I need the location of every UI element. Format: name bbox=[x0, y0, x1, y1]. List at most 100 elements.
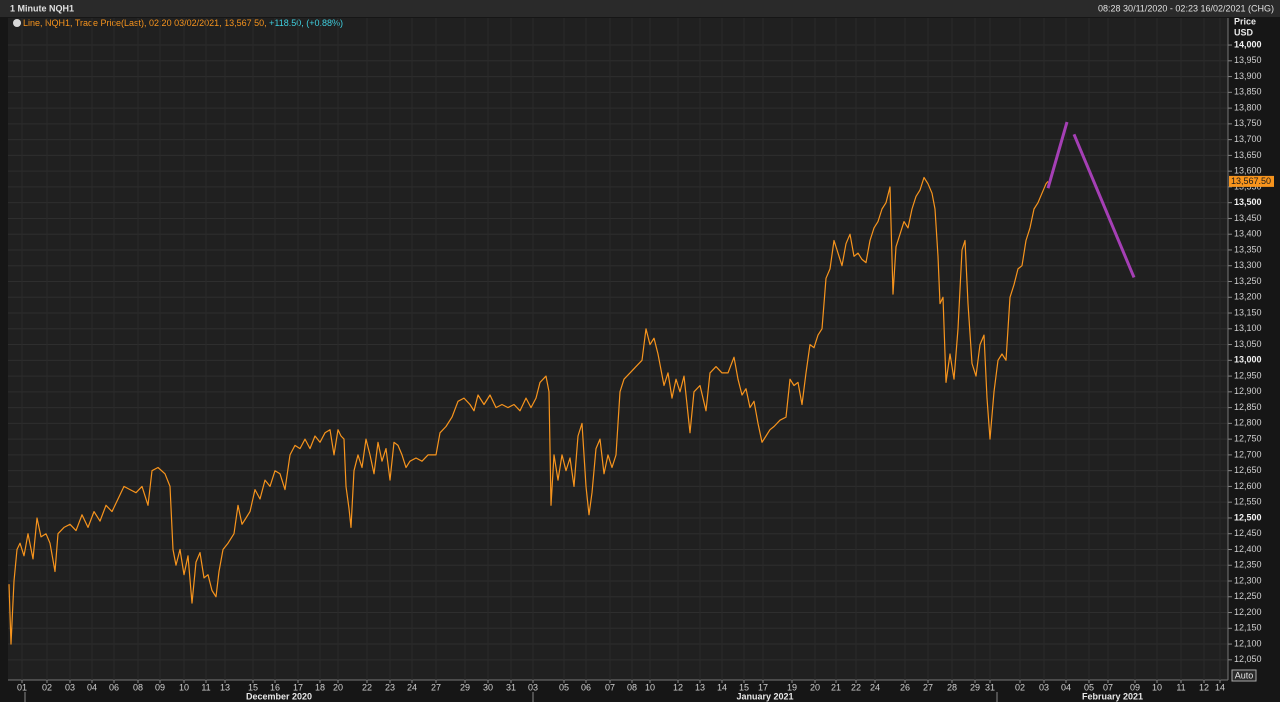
x-tick-label: 07 bbox=[605, 682, 615, 692]
x-tick-label: 11 bbox=[201, 682, 210, 692]
legend-entry: Line, NQH1, Trade Price(Last), 02:20 03/… bbox=[23, 18, 343, 28]
x-tick-label: 29 bbox=[970, 682, 980, 692]
y-tick-label: 13,800 bbox=[1234, 102, 1262, 112]
month-label: January 2021 bbox=[736, 691, 793, 701]
x-tick-label: 26 bbox=[900, 682, 910, 692]
x-tick-label: 03 bbox=[65, 682, 75, 692]
y-tick-label: 13,650 bbox=[1234, 150, 1262, 160]
y-tick-label: 12,300 bbox=[1234, 575, 1262, 585]
x-tick-label: 24 bbox=[870, 682, 880, 692]
y-tick-label: 13,900 bbox=[1234, 71, 1262, 81]
y-tick-label: 12,600 bbox=[1234, 481, 1262, 491]
x-tick-label: 10 bbox=[1152, 682, 1162, 692]
x-tick-label: 22 bbox=[362, 682, 372, 692]
y-tick-label: 13,950 bbox=[1234, 55, 1262, 65]
y-tick-label: 12,400 bbox=[1234, 544, 1262, 554]
x-tick-label: 29 bbox=[460, 682, 470, 692]
y-tick-label: 13,700 bbox=[1234, 134, 1262, 144]
y-tick-label: 13,300 bbox=[1234, 260, 1262, 270]
y-tick-label: 12,900 bbox=[1234, 386, 1262, 396]
x-tick-label: 09 bbox=[1130, 682, 1140, 692]
y-tick-label: 13,250 bbox=[1234, 276, 1262, 286]
x-tick-label: 13 bbox=[220, 682, 230, 692]
x-tick-label: 31 bbox=[506, 682, 516, 692]
y-tick-label: 13,150 bbox=[1234, 307, 1262, 317]
x-tick-label: 10 bbox=[645, 682, 655, 692]
chart-title: 1 Minute NQH1 bbox=[10, 3, 74, 13]
x-tick-label: 08 bbox=[133, 682, 143, 692]
x-tick-label: 09 bbox=[155, 682, 165, 692]
x-tick-label: 18 bbox=[315, 682, 325, 692]
price-line bbox=[8, 176, 1049, 645]
x-tick-label: 21 bbox=[831, 682, 841, 692]
y-tick-label: 12,850 bbox=[1234, 402, 1262, 412]
y-tick-label: 13,600 bbox=[1234, 166, 1262, 176]
x-tick-label: 31 bbox=[985, 682, 995, 692]
y-tick-label: 13,050 bbox=[1234, 339, 1262, 349]
y-tick-label: 12,500 bbox=[1234, 512, 1262, 522]
x-tick-label: 03 bbox=[528, 682, 538, 692]
plot-area bbox=[8, 18, 1228, 680]
x-tick-label: 11 bbox=[1176, 682, 1185, 692]
x-tick-label: 08 bbox=[627, 682, 637, 692]
x-tick-label: 30 bbox=[483, 682, 493, 692]
x-tick-label: 14 bbox=[1215, 682, 1225, 692]
x-tick-label: 28 bbox=[947, 682, 957, 692]
x-tick-label: 10 bbox=[179, 682, 189, 692]
x-tick-label: 19 bbox=[787, 682, 797, 692]
x-tick-label: 06 bbox=[109, 682, 119, 692]
x-tick-label: 17 bbox=[293, 682, 303, 692]
x-tick-label: 01 bbox=[17, 682, 27, 692]
y-tick-label: 12,550 bbox=[1234, 497, 1262, 507]
auto-label[interactable]: Auto bbox=[1235, 670, 1254, 680]
y-tick-label: 13,100 bbox=[1234, 323, 1262, 333]
auto-button[interactable] bbox=[1231, 669, 1257, 682]
x-tick-label: 15 bbox=[248, 682, 258, 692]
month-label: December 2020 bbox=[246, 691, 312, 701]
x-tick-label: 12 bbox=[673, 682, 683, 692]
x-tick-label: 17 bbox=[758, 682, 768, 692]
legend-label: Line, NQH1, Trade Price(Last), 02:20 03/… bbox=[23, 18, 267, 28]
x-tick-label: 13 bbox=[695, 682, 705, 692]
x-tick-label: 27 bbox=[431, 682, 441, 692]
y-tick-label: 12,700 bbox=[1234, 449, 1262, 459]
x-tick-label: 24 bbox=[407, 682, 417, 692]
x-tick-label: 06 bbox=[581, 682, 591, 692]
x-tick-label: 02 bbox=[1015, 682, 1025, 692]
month-label: February 2021 bbox=[1082, 691, 1143, 701]
y-tick-label: 12,050 bbox=[1234, 654, 1262, 664]
legend-icon bbox=[13, 19, 21, 27]
x-tick-label: 15 bbox=[739, 682, 749, 692]
last-value-label: 13,567.50 bbox=[1231, 176, 1271, 186]
x-tick-label: 02 bbox=[42, 682, 52, 692]
x-tick-label: 04 bbox=[87, 682, 97, 692]
y-tick-label: 12,100 bbox=[1234, 638, 1262, 648]
x-tick-label: 20 bbox=[333, 682, 343, 692]
last-value-tag bbox=[1229, 175, 1274, 187]
y-tick-label: 12,950 bbox=[1234, 370, 1262, 380]
y-tick-label: 13,450 bbox=[1234, 213, 1262, 223]
y-tick-label: 12,750 bbox=[1234, 434, 1262, 444]
y-tick-label: 13,000 bbox=[1234, 355, 1262, 365]
y-tick-label: 12,350 bbox=[1234, 560, 1262, 570]
x-tick-label: 05 bbox=[559, 682, 569, 692]
y-tick-label: 12,200 bbox=[1234, 607, 1262, 617]
y-tick-label: 12,650 bbox=[1234, 465, 1262, 475]
y-tick-label: 13,500 bbox=[1234, 197, 1262, 207]
y-tick-label: 13,400 bbox=[1234, 229, 1262, 239]
x-tick-label: 23 bbox=[385, 682, 395, 692]
range-label: 08:28 30/11/2020 - 02:23 16/02/2021 (CHG… bbox=[1098, 3, 1274, 13]
x-tick-label: 03 bbox=[1039, 682, 1049, 692]
legend-change: +118.50, (+0.88%) bbox=[269, 18, 343, 28]
y-tick-label: 12,150 bbox=[1234, 623, 1262, 633]
price-line bbox=[1046, 121, 1136, 278]
y-axis-label: Price bbox=[1234, 16, 1256, 26]
x-tick-label: 07 bbox=[1103, 682, 1113, 692]
header-bar bbox=[0, 0, 1280, 17]
y-axis-unit: USD bbox=[1234, 27, 1254, 37]
y-tick-label: 13,750 bbox=[1234, 118, 1262, 128]
y-tick-label: 12,250 bbox=[1234, 591, 1262, 601]
y-tick-label: 13,350 bbox=[1234, 244, 1262, 254]
y-tick-label: 13,850 bbox=[1234, 87, 1262, 97]
